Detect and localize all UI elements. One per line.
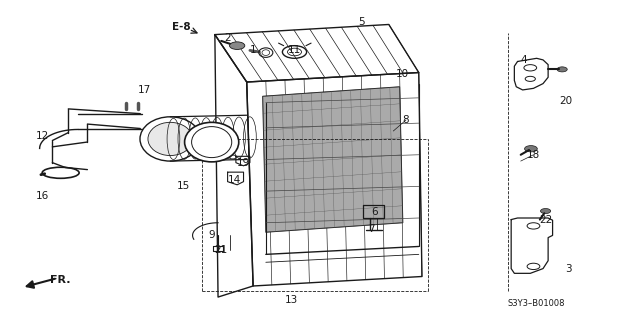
Text: 5: 5 [358,17,365,27]
Text: 8: 8 [403,115,410,125]
Text: 21: 21 [214,245,228,255]
Ellipse shape [148,122,193,156]
Text: 7: 7 [367,224,374,234]
Text: 11: 11 [288,45,301,56]
Text: E-8: E-8 [172,22,191,32]
Polygon shape [262,87,403,232]
Text: 16: 16 [36,191,49,201]
Text: 2: 2 [224,33,231,43]
Circle shape [525,145,538,152]
Text: S3Y3–B01008: S3Y3–B01008 [508,299,565,308]
Circle shape [230,42,245,49]
Text: 14: 14 [227,175,241,185]
Text: 15: 15 [177,182,189,191]
Ellipse shape [184,122,239,162]
Text: 17: 17 [138,85,152,95]
Text: 4: 4 [520,55,527,65]
Text: 12: 12 [36,131,49,141]
Text: FR.: FR. [50,275,70,285]
Circle shape [540,209,550,214]
Circle shape [557,67,567,72]
Text: 19: 19 [237,158,250,168]
Text: 1: 1 [250,45,257,56]
Ellipse shape [191,127,232,158]
Text: 13: 13 [285,295,298,305]
Text: 18: 18 [527,150,540,160]
Text: 6: 6 [371,207,378,217]
Text: 9: 9 [209,230,215,241]
Text: 20: 20 [559,96,572,106]
Text: 22: 22 [540,215,553,225]
Text: 3: 3 [565,263,572,274]
Text: 10: 10 [396,69,410,79]
